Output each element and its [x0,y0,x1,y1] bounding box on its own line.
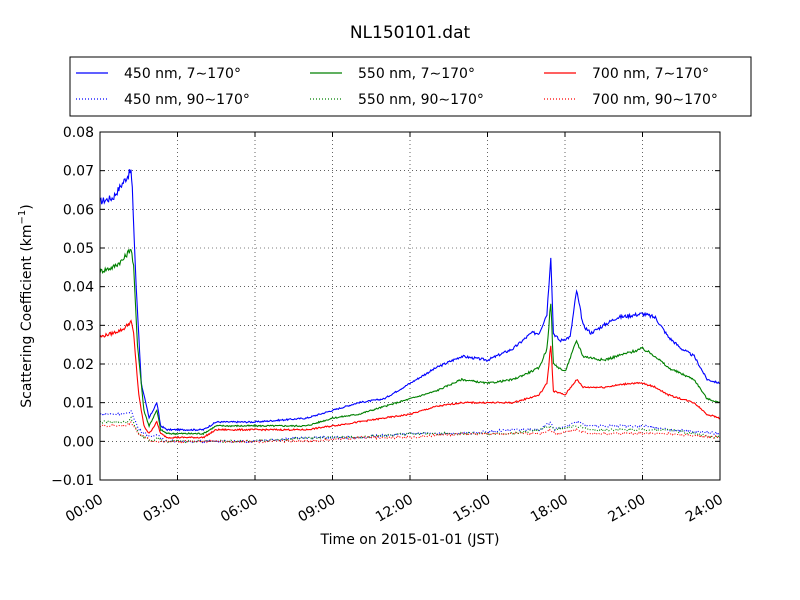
x-axis-label: Time on 2015-01-01 (JST) [320,532,500,548]
y-tick-label: 0.02 [63,357,94,373]
y-tick-label: 0.01 [63,396,94,412]
series-line [99,410,721,444]
legend-box [69,56,752,117]
y-axis-label-superscript: −1 [17,210,28,225]
series-line [99,421,721,444]
y-tick-label: 0.00 [63,434,94,450]
series-line [99,319,721,439]
legend-label: 700 nm, 90∼170° [592,92,718,108]
chart-title: NL150101.dat [350,23,471,43]
legend-label: 550 nm, 7∼170° [358,66,475,82]
y-tick-label: 0.04 [63,280,94,296]
legend-label: 700 nm, 7∼170° [592,66,709,82]
legend-label: 550 nm, 90∼170° [358,92,484,108]
y-tick-label: 0.03 [63,318,94,334]
y-tick-label: 0.06 [63,202,94,218]
y-axis-label-close: ) [19,204,35,209]
y-tick-label: 0.07 [63,164,94,180]
y-axis-label-main: Scattering Coefficient (km [19,224,35,407]
series-line [99,248,721,436]
series-line [99,169,720,432]
y-axis-label: Scattering Coefficient (km−1) [17,204,35,408]
y-tick-labels: −0.01 0.00 0.01 0.02 0.03 0.04 0.05 0.06 0.07 0.0… [51,125,94,489]
ticks [99,131,721,481]
series-layer [99,169,721,444]
y-tick-label: −0.01 [51,473,94,489]
y-tick-label: 0.05 [63,241,94,257]
legend-label: 450 nm, 90∼170° [124,92,250,108]
legend-label: 450 nm, 7∼170° [124,66,241,82]
y-tick-label: 0.08 [63,125,94,141]
legend: 450 nm, 7∼170° 550 nm, 7∼170° 700 nm, 7∼17… [69,56,752,117]
